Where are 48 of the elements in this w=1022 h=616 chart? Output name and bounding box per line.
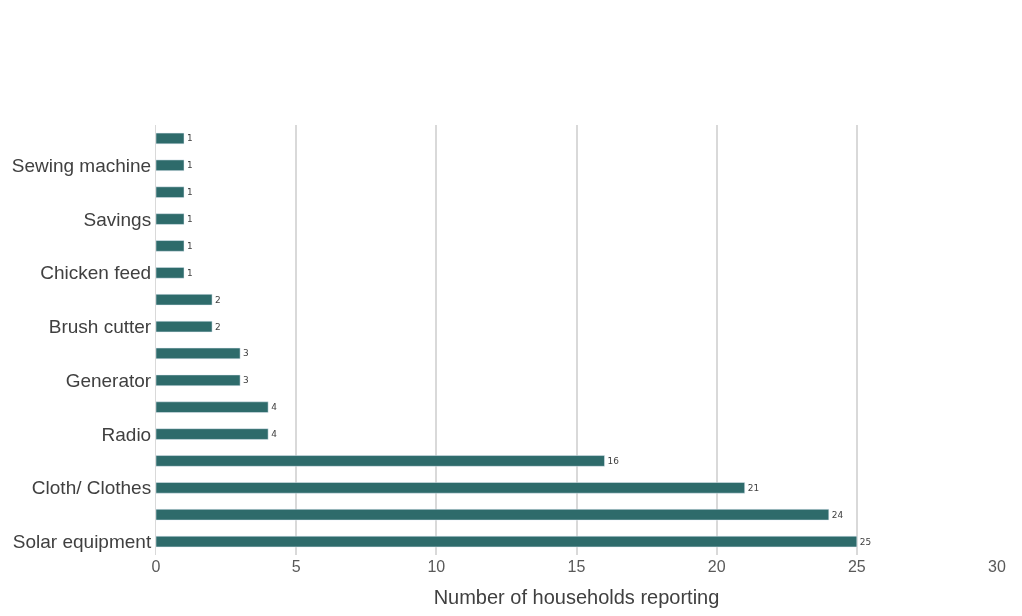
data-label: 21 (747, 482, 760, 493)
x-tick-label: 30 (988, 558, 1006, 575)
x-tick-label: 15 (567, 558, 586, 575)
data-label: 1 (187, 214, 193, 225)
data-label: 4 (271, 402, 278, 413)
data-label: 3 (243, 348, 249, 359)
x-tick-label: 25 (847, 558, 866, 575)
bar (156, 159, 185, 171)
data-label: 16 (607, 455, 620, 466)
y-tick-label: Solar equipment (12, 531, 152, 553)
bar (156, 374, 241, 386)
data-label: 24 (831, 509, 844, 520)
bar (156, 401, 269, 413)
bar (156, 509, 830, 521)
data-label: 1 (187, 133, 193, 144)
y-tick-label: Radio (101, 423, 152, 445)
data-label: 1 (187, 240, 193, 251)
bar (156, 428, 269, 440)
bar (156, 240, 185, 252)
x-tick-label: 20 (707, 558, 726, 575)
data-label: 2 (215, 321, 221, 332)
bar (156, 455, 605, 467)
bar (156, 294, 213, 306)
data-label: 25 (859, 536, 872, 547)
y-tick-label: Generator (65, 369, 152, 391)
bar (156, 347, 241, 360)
data-label: 1 (187, 160, 193, 171)
data-label: 3 (243, 375, 249, 386)
bar (156, 320, 213, 333)
data-label: 1 (187, 267, 193, 278)
x-tick-label: 0 (151, 558, 161, 575)
y-tick-label: Chicken feed (40, 262, 152, 284)
bar (156, 267, 185, 279)
bar (156, 213, 185, 225)
y-tick-label: Cloth/ Clothes (31, 477, 152, 499)
bar (156, 132, 185, 145)
y-tick-label: Sewing machine (11, 154, 152, 176)
bar (156, 482, 745, 494)
bar (156, 535, 858, 548)
data-label: 2 (215, 294, 221, 305)
data-label: 4 (271, 429, 278, 440)
x-tick-label: 10 (427, 558, 446, 575)
data-label: 1 (187, 187, 193, 198)
y-tick-label: Savings (83, 208, 152, 230)
y-tick-label: Brush cutter (48, 316, 152, 338)
x-tick-label: 5 (291, 558, 301, 575)
bar (156, 186, 185, 198)
x-axis-title: Number of households reporting (433, 585, 720, 608)
